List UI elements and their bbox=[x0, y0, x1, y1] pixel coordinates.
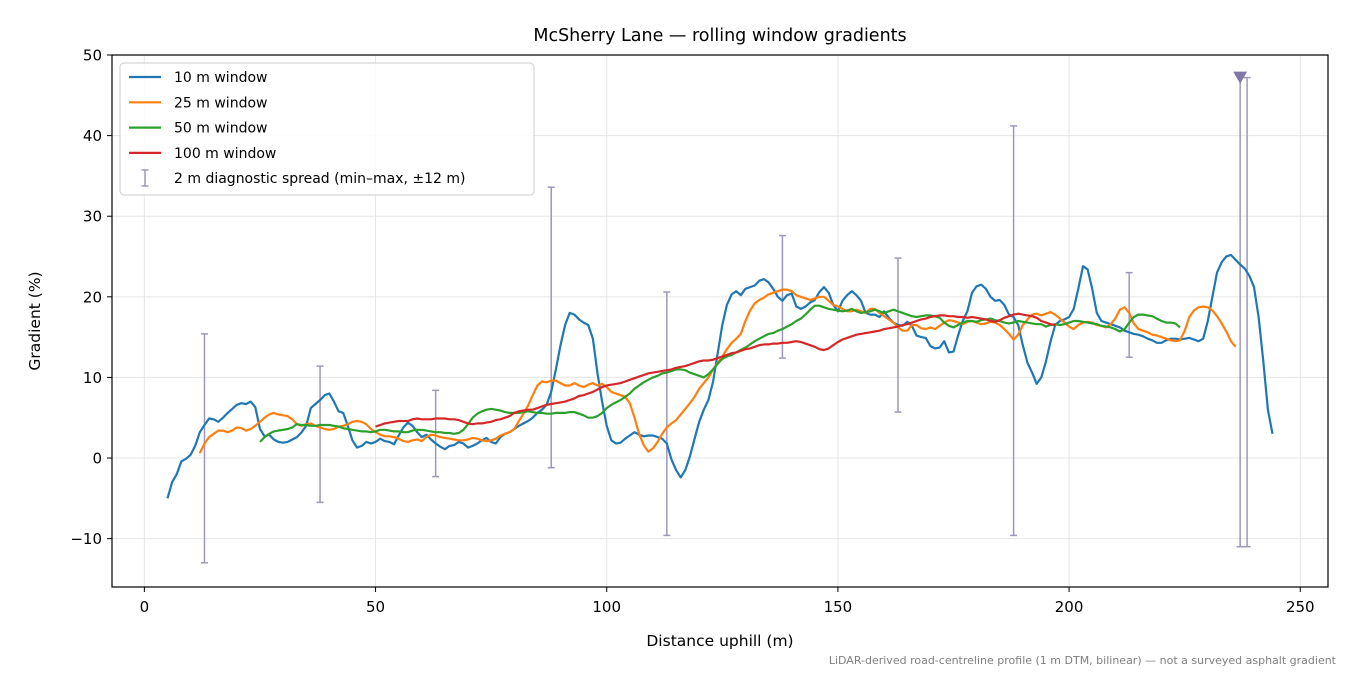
x-tick-label: 100 bbox=[592, 598, 621, 616]
legend: 10 m window 25 m window 50 m window 100 m w… bbox=[119, 62, 535, 196]
x-tick-label: 200 bbox=[1055, 598, 1084, 616]
y-tick-label: −10 bbox=[70, 530, 102, 548]
clipped-marker bbox=[1233, 71, 1248, 84]
y-tick-label: 50 bbox=[83, 47, 102, 65]
y-axis-ticks: −10 0 10 20 30 40 50 bbox=[70, 47, 112, 548]
series-lines bbox=[166, 253, 1274, 499]
diagnostic-spread-bars bbox=[200, 71, 1251, 564]
x-tick-label: 0 bbox=[140, 598, 150, 616]
y-tick-label: 40 bbox=[83, 127, 102, 145]
footnote: LiDAR-derived road-centreline profile (1… bbox=[829, 654, 1337, 667]
legend-box bbox=[119, 62, 535, 196]
y-tick-label: 30 bbox=[83, 208, 102, 226]
series-line-2 bbox=[259, 304, 1181, 443]
legend-label: 10 m window bbox=[174, 70, 267, 86]
plot-frame bbox=[111, 54, 1329, 588]
series-line-3 bbox=[375, 312, 1056, 428]
x-axis-label: Distance uphill (m) bbox=[646, 632, 793, 650]
x-tick-label: 50 bbox=[366, 598, 385, 616]
legend-label: 50 m window bbox=[174, 121, 267, 137]
legend-label: 25 m window bbox=[174, 95, 267, 111]
y-tick-label: 0 bbox=[92, 450, 102, 468]
chart-title: McSherry Lane — rolling window gradients bbox=[533, 26, 906, 46]
x-tick-label: 250 bbox=[1286, 598, 1315, 616]
series-line-0 bbox=[166, 253, 1274, 499]
legend-label: 100 m window bbox=[174, 146, 276, 162]
legend-label: 2 m diagnostic spread (min–max, ±12 m) bbox=[174, 171, 465, 187]
grid bbox=[112, 54, 1328, 587]
x-tick-label: 150 bbox=[824, 598, 853, 616]
y-tick-label: 20 bbox=[83, 288, 102, 306]
y-axis-label: Gradient (%) bbox=[26, 271, 44, 370]
x-axis-ticks: 0 50 100 150 200 250 bbox=[140, 587, 1315, 616]
y-tick-label: 10 bbox=[83, 369, 102, 387]
